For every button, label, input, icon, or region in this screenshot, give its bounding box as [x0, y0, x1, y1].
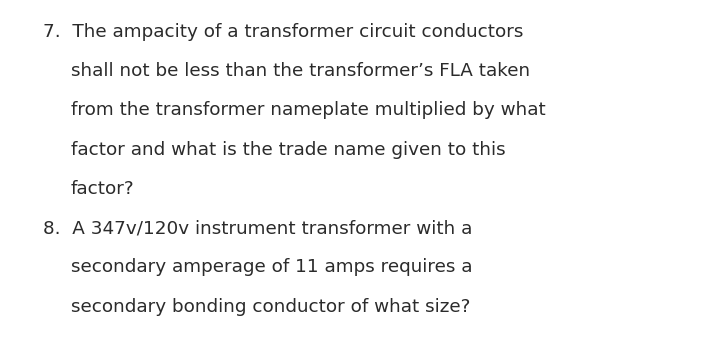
Text: factor and what is the trade name given to this: factor and what is the trade name given …	[71, 141, 505, 158]
Text: shall not be less than the transformer’s FLA taken: shall not be less than the transformer’s…	[71, 62, 530, 80]
Text: 7.  The ampacity of a transformer circuit conductors: 7. The ampacity of a transformer circuit…	[43, 23, 523, 40]
Text: from the transformer nameplate multiplied by what: from the transformer nameplate multiplie…	[71, 101, 545, 119]
Text: factor?: factor?	[71, 180, 134, 198]
Text: secondary bonding conductor of what size?: secondary bonding conductor of what size…	[71, 298, 470, 316]
Text: 8.  A 347v/120v instrument transformer with a: 8. A 347v/120v instrument transformer wi…	[43, 219, 472, 237]
Text: secondary amperage of 11 amps requires a: secondary amperage of 11 amps requires a	[71, 259, 472, 276]
